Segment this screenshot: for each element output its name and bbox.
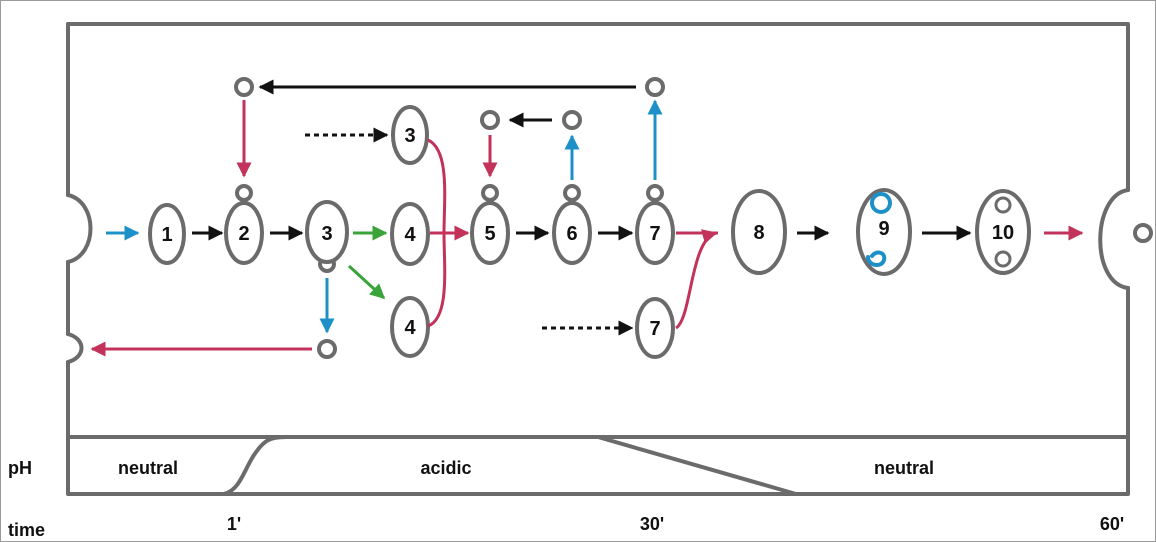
stage-7-cell: 7	[635, 184, 675, 265]
stage-9-label: 9	[878, 218, 889, 240]
ph-band	[68, 435, 1128, 496]
stage-4-cell: 4	[390, 202, 430, 266]
stage-7-label: 7	[649, 223, 660, 245]
time-row-label: time	[8, 520, 45, 540]
spore-mid-left	[480, 110, 500, 130]
ph-phase-acidic: acidic	[420, 458, 471, 478]
stage-4-lower-label: 4	[404, 317, 416, 339]
stage-3-upper-cell: 3	[391, 105, 429, 165]
spore-lower	[317, 339, 337, 359]
spore-mid-right	[562, 110, 582, 130]
stage-2-label: 2	[238, 223, 249, 245]
stage-5-cell: 5	[470, 184, 510, 265]
stage-8-cell: 8	[731, 189, 787, 275]
stage-1-label: 1	[161, 224, 172, 246]
stage-10-label: 10	[992, 222, 1014, 244]
spore-top-right	[645, 77, 665, 97]
chamber-outline	[66, 22, 1153, 496]
arrow-3-to-4-lower	[347, 264, 386, 300]
stage-4-lower-cell: 4	[390, 296, 430, 358]
stage-2-cell: 2	[224, 184, 264, 265]
stage-7-lower-cell: 7	[635, 297, 675, 359]
black-arrows	[192, 79, 972, 336]
stage-9-cell: 9	[856, 188, 912, 276]
green-arrows	[347, 225, 388, 300]
stage-6-cell: 6	[552, 184, 592, 265]
time-tick-60: 60'	[1100, 514, 1124, 534]
stage-5-label: 5	[484, 223, 495, 245]
time-tick-1: 1'	[227, 514, 241, 534]
time-tick-30: 30'	[640, 514, 664, 534]
red-arrows	[90, 100, 1084, 357]
stage-10-cell: 10	[975, 189, 1031, 275]
blue-spore-curl	[866, 250, 887, 267]
stage-8-label: 8	[753, 222, 764, 244]
exit-spore	[1133, 223, 1153, 243]
stage-7-lower-label: 7	[649, 318, 660, 340]
stage-6-label: 6	[566, 223, 577, 245]
stage-1-cell: 1	[148, 203, 186, 265]
stage-3-upper-label: 3	[404, 125, 415, 147]
arrow-7-lower-merge	[674, 229, 718, 330]
blue-arrows	[106, 99, 663, 334]
stage-3-label: 3	[321, 223, 332, 245]
stage-10-spore-top	[994, 196, 1012, 214]
stage-10-spore-bottom	[994, 250, 1012, 268]
ph-phase-neutral-end: neutral	[874, 458, 934, 478]
spore-top-left	[234, 77, 254, 97]
blue-spore-ring	[870, 192, 892, 214]
ph-phase-neutral-start: neutral	[118, 458, 178, 478]
bracket-3-4-merge	[427, 138, 447, 328]
stage-4-label: 4	[404, 224, 416, 246]
stage-3-cell: 3	[305, 200, 349, 273]
ph-row-label: pH	[8, 458, 32, 478]
